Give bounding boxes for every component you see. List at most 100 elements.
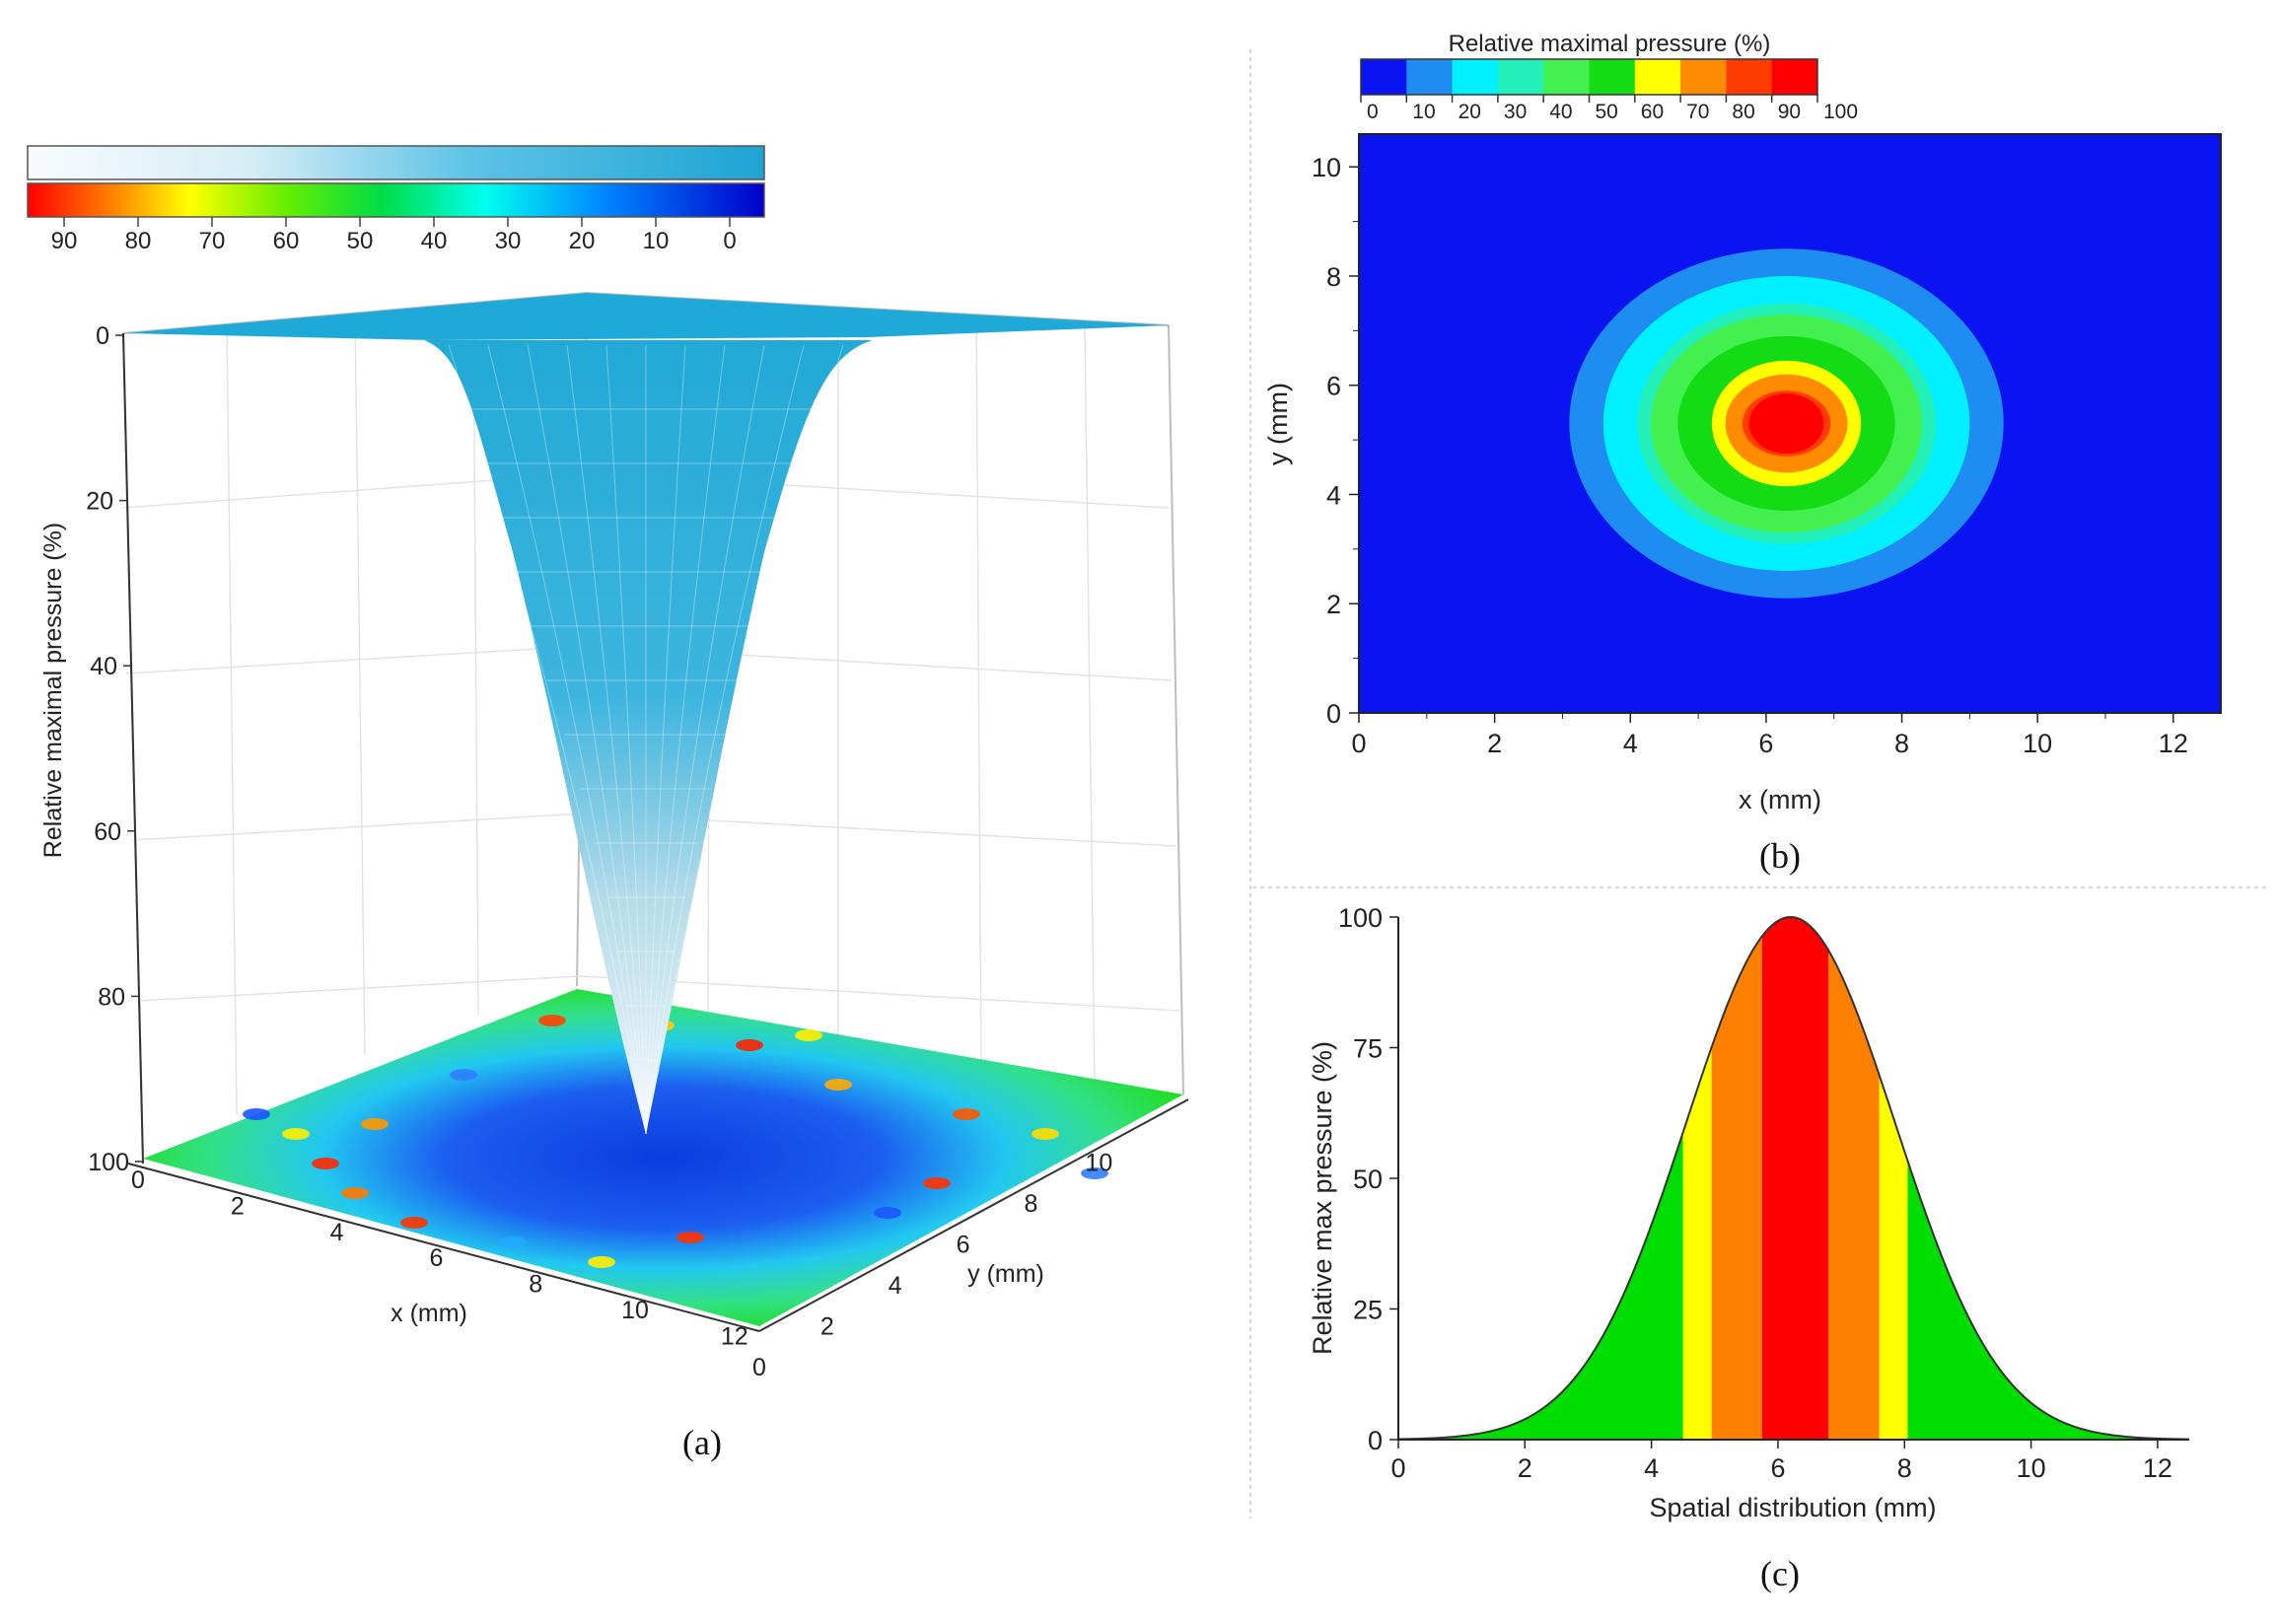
floor-spot xyxy=(923,1177,951,1189)
colorbar-b-swatch xyxy=(1361,59,1407,95)
floor-spot xyxy=(282,1128,310,1140)
colorbar-b-tick-label: 70 xyxy=(1686,101,1709,123)
colorbar-a-surface-strip xyxy=(27,145,765,180)
axis-c-x-tick-label: 6 xyxy=(1770,1453,1785,1483)
axis-b-x-tick-label: 2 xyxy=(1487,729,1502,758)
axis-b-x-tick-label: 10 xyxy=(2023,729,2052,758)
floor-spot xyxy=(1032,1128,1059,1140)
axis-c-x-tick-label: 10 xyxy=(2017,1453,2046,1483)
panel-c: 0 2 4 6 8 10 12 0 25 50 75 100 Spatial distributio… xyxy=(1308,903,2190,1593)
axis-c-x-tick-label: 4 xyxy=(1644,1453,1659,1483)
axis-a-y-tick-label: 2 xyxy=(820,1312,834,1340)
colorbar-b-tick-label: 20 xyxy=(1459,101,1481,123)
axis-a-y-tick-label: 0 xyxy=(752,1354,766,1381)
axis-c-y-tick-label: 25 xyxy=(1353,1296,1383,1325)
axis-b-y-tick-label: 4 xyxy=(1326,480,1341,510)
surface-mesh-curve xyxy=(448,344,647,1135)
surface-mesh xyxy=(443,344,849,1135)
area-band-4 xyxy=(1828,950,1880,1440)
floor-spot xyxy=(243,1108,270,1120)
axis-b-x-tick-label: 6 xyxy=(1758,729,1773,758)
floor-contour xyxy=(143,989,1183,1326)
floor-spot xyxy=(341,1187,369,1199)
axis-a-xlabel: x (mm) xyxy=(391,1300,467,1327)
colorbar-a-tick-label: 50 xyxy=(347,228,374,254)
floor-spot xyxy=(676,1232,704,1243)
colorbar-a-tick-label: 60 xyxy=(273,228,300,254)
colorbar-b-swatch xyxy=(1589,59,1636,95)
area-band-2 xyxy=(1711,936,1762,1440)
floor-spot xyxy=(361,1118,389,1130)
heatmap-level-90-100 xyxy=(1748,393,1824,454)
heatmap-b xyxy=(1359,134,2221,713)
axis-b-y-tick-label: 0 xyxy=(1326,699,1341,729)
axis-b-x-ticks: 0 2 4 6 8 10 12 xyxy=(1351,713,2188,758)
colorbar-b-swatch xyxy=(1634,59,1681,95)
floor-spot xyxy=(588,1256,615,1268)
axis-a-zlabel: y (mm) xyxy=(967,1260,1044,1288)
axis-c-y-ticks: 0 25 50 75 100 xyxy=(1338,903,1398,1455)
colorbar-a-tick-label: 90 xyxy=(51,228,78,254)
surface-mesh-curve xyxy=(566,344,647,1135)
axis-a-x-tick-label: 0 xyxy=(131,1166,145,1194)
axis-c-x-ticks: 0 2 4 6 8 10 12 xyxy=(1390,1440,2172,1483)
surface-mesh-curve xyxy=(645,344,844,1135)
axis-c-ylabel: Relative max pressure (%) xyxy=(1308,1041,1337,1355)
colorbar-b-tick-label: 40 xyxy=(1549,101,1572,123)
panel-label-a: (a) xyxy=(682,1423,722,1462)
colorbar-b-swatch xyxy=(1680,59,1727,95)
axis-b-y-tick-label: 2 xyxy=(1326,590,1341,619)
axis-b-y-ticks: 0 2 4 6 8 10 xyxy=(1312,153,1359,729)
colorbar-b-swatch xyxy=(1771,59,1818,95)
axis-a-z-tick-label: 40 xyxy=(90,653,117,680)
area-curve-c xyxy=(1397,915,2190,1441)
colorbar-b-tick-label: 60 xyxy=(1641,101,1664,123)
colorbar-b-tick-label: 90 xyxy=(1778,101,1801,123)
axis-a-z-line xyxy=(122,332,144,1165)
colorbar-b-swatch xyxy=(1497,59,1544,95)
floor-spot xyxy=(312,1158,339,1169)
axis-c-y-tick-label: 75 xyxy=(1353,1034,1383,1064)
axis-a-z-tick-label: 60 xyxy=(94,818,121,846)
axis-b-y-tick-label: 6 xyxy=(1326,372,1341,401)
floor-spot xyxy=(736,1039,763,1051)
floor-spot xyxy=(450,1069,477,1081)
surface-mesh-curve xyxy=(605,344,647,1135)
floor-spot xyxy=(953,1108,980,1120)
colorbar-a-tick-label: 40 xyxy=(421,228,448,254)
colorbar-a-strip xyxy=(27,182,765,218)
axis-b-y-tick-label: 8 xyxy=(1326,262,1341,292)
colorbar-b-tick-label: 10 xyxy=(1412,101,1435,123)
surface-funnel xyxy=(424,340,873,1134)
area-band-3 xyxy=(1761,917,1829,1440)
axis-a-pressure-ticks: 0 20 40 60 80 100 xyxy=(86,322,143,1176)
axis-c-y-tick-label: 100 xyxy=(1338,903,1383,933)
axis-c-y-tick-label: 50 xyxy=(1353,1165,1383,1194)
axis-c-x-tick-label: 2 xyxy=(1518,1453,1532,1483)
axis-b-xlabel: x (mm) xyxy=(1739,785,1821,814)
colorbar-b-tick-label: 100 xyxy=(1823,101,1858,123)
colorbar-b-swatch xyxy=(1726,59,1773,95)
panel-b: Relative maximal pressure (%) 0 10 20 30 40 5… xyxy=(1263,31,2222,876)
axis-a-y-tick-label: 4 xyxy=(889,1272,902,1300)
axis-b-x-tick-label: 8 xyxy=(1894,729,1909,758)
floor-spot xyxy=(538,1015,566,1026)
surface-mesh-curve xyxy=(645,344,805,1135)
axis-a-z-tick-label: 0 xyxy=(96,322,109,350)
colorbar-a-tick-label: 0 xyxy=(723,228,736,254)
colorbar-a-ticks: 90 80 70 60 50 40 30 20 10 0 xyxy=(51,217,737,254)
axis-a-ylabel: Relative maximal pressure (%) xyxy=(39,523,67,858)
floor-spot xyxy=(795,1029,822,1041)
colorbar-b-swatch xyxy=(1452,59,1499,95)
axis-a-y-tick-label: 6 xyxy=(957,1231,970,1258)
axis-a-z-tick-label: 80 xyxy=(98,983,125,1011)
axis-b-x-tick-label: 0 xyxy=(1351,729,1366,758)
floor-spot xyxy=(1081,1167,1108,1179)
colorbar-b-swatch xyxy=(1406,59,1454,95)
colorbar-a-tick-label: 30 xyxy=(495,228,522,254)
colorbar-b-ticks: 0 10 20 30 40 50 60 70 80 90 100 xyxy=(1360,95,1858,123)
surface-mesh-curve xyxy=(645,344,765,1135)
colorbar-b-tick-label: 0 xyxy=(1367,101,1379,123)
surface-mesh-curve xyxy=(527,344,647,1135)
